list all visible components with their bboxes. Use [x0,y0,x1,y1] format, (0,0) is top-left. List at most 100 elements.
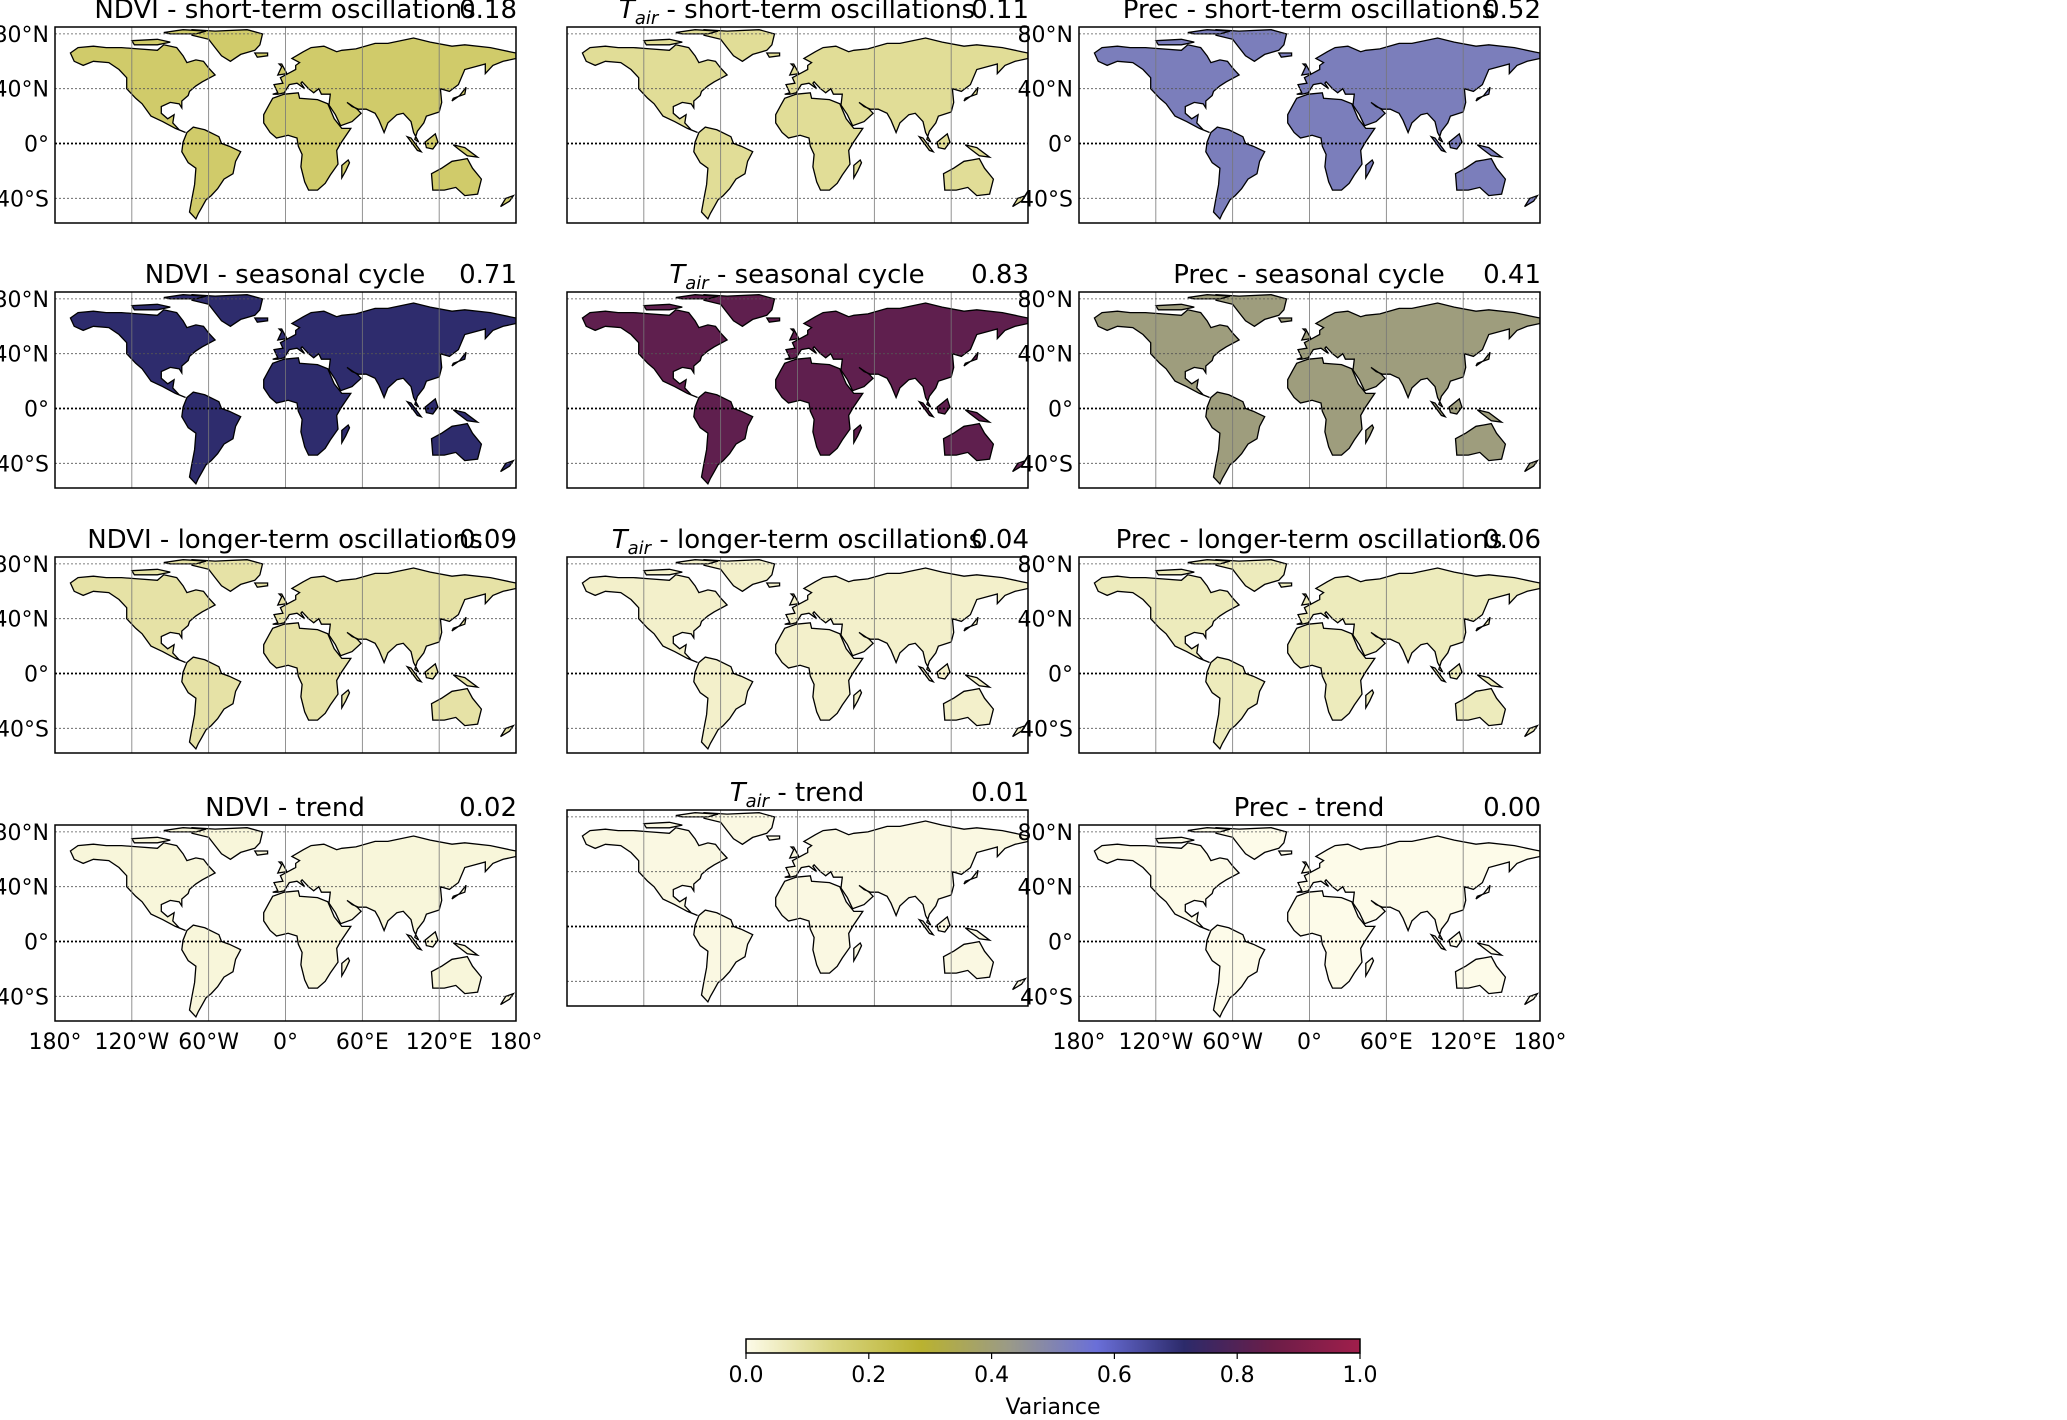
land-outline [130,303,171,311]
land-outline [424,132,439,150]
panel-title-component: - trend [270,793,365,823]
land-outline [1475,616,1491,632]
land-outline [1093,574,1241,664]
panel-title: NDVI - seasonal cycle [145,260,425,290]
map-frame [566,556,1029,754]
latitude-tick-label: 40°S [0,717,49,742]
panel-title-subscript: air [635,8,660,29]
land-outline [1475,351,1491,367]
land-outline [1429,400,1447,418]
land-outline [581,574,729,664]
panel-title-component: - seasonal cycle [209,260,425,290]
panel-title-variable: NDVI [205,793,269,823]
land-outline [500,459,516,473]
land-outline [272,302,516,408]
panel-title-component: - trend [1289,793,1384,823]
land-outline [853,423,863,446]
land-outline [430,157,483,197]
land-outline [1300,593,1312,606]
land-outline [253,850,269,856]
land-outline [1300,328,1312,341]
land-outline [765,52,781,58]
latitude-tick-label: 80°N [1018,288,1073,313]
land-outline [1524,724,1540,738]
panel-title-component: - trend [769,778,864,808]
land-outline [1524,459,1540,473]
land-outline [1429,933,1447,951]
land-outline [964,409,992,424]
land-outline [430,422,483,462]
land-outline [452,144,480,159]
land-outline [581,44,729,134]
land-outline [788,328,800,341]
map-panel-6: Prec - seasonal cycle 0.41 [1078,260,1541,489]
land-outline [853,688,863,711]
land-outline [405,665,423,683]
land-outline [1300,63,1312,76]
panel-title-component: - short-term oscillations [658,0,975,25]
colorbar-tick-label: 0.2 [851,1363,886,1388]
land-outline [452,674,480,689]
land-outline [942,940,995,980]
panel-variance-value: 0.71 [459,260,517,290]
land-outline [784,37,1028,143]
panel-title-variable: Prec [1116,525,1172,555]
panel-title-subscript: air [685,273,710,294]
longitude-tick-label: 180° [29,1030,82,1055]
longitude-tick-label: 60°E [1360,1030,1413,1055]
panel-title-variable: Prec [1173,260,1229,290]
land-outline [69,44,217,134]
latitude-tick-label: 0° [1048,663,1073,688]
land-outline [253,582,269,588]
panel-title-component: - seasonal cycle [1229,260,1445,290]
land-outline [276,861,288,874]
panel-title: NDVI - short-term oscillations [94,0,475,25]
land-outline [1429,665,1447,683]
map-panel-4: NDVI - seasonal cycle 0.71 [54,260,517,489]
land-outline [276,63,288,76]
colorbar-label: Variance [1005,1395,1100,1420]
longitude-tick-label: 0° [273,1030,298,1055]
panel-title: Prec - longer-term oscillations [1116,525,1503,555]
land-outline [1277,850,1293,856]
latitude-tick-label: 40°S [1020,717,1073,742]
panel-title-component: - longer-term oscillations [651,525,982,555]
panel-variance-value: 0.01 [971,778,1029,808]
panel-title-variable: Prec [1234,793,1290,823]
land-outline [1475,884,1491,900]
latitude-tick-label: 0° [24,133,49,158]
panel-title: Tair - longer-term oscillations [612,525,982,559]
land-outline [1154,38,1195,46]
latitude-tick-label: 40°N [0,876,49,901]
land-outline [784,567,1028,673]
colorbar: 0.0 0.2 0.4 0.6 0.8 1.0 Variance [729,1338,1378,1420]
colorbar-gradient [745,1338,1361,1354]
land-outline [1476,144,1504,159]
land-outline [765,582,781,588]
land-outline [964,927,992,942]
land-outline [642,38,683,46]
colorbar-tick-label: 0.8 [1220,1363,1255,1388]
map-frame [54,824,517,1022]
land-outline [1454,687,1507,727]
land-outline [964,674,992,689]
panel-title: NDVI - trend [205,793,365,823]
land-outline [1093,44,1241,134]
land-outline [1012,459,1028,473]
panel-variance-value: 0.04 [971,525,1029,555]
land-outline [452,409,480,424]
land-outline [1277,52,1293,58]
land-outline [784,302,1028,408]
land-outline [69,309,217,399]
map-frame [54,556,517,754]
map-panel-12: Prec - trend 0.00 [1078,793,1541,1022]
latitude-tick-label: 40°N [0,78,49,103]
land-outline [1277,317,1293,323]
map-panel-5: Tair - seasonal cycle 0.83 [566,260,1029,489]
panel-variance-value: 0.09 [459,525,517,555]
land-outline [788,63,800,76]
land-outline [341,423,351,446]
latitude-tick-label: 40°S [0,985,49,1010]
